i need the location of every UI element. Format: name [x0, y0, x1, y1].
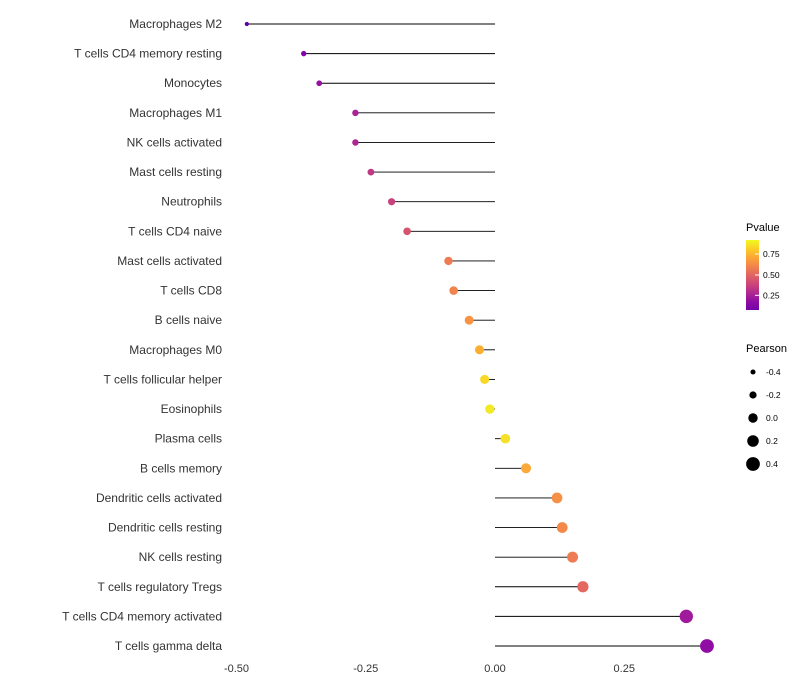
category-label: T cells CD4 memory activated — [62, 609, 222, 623]
pearson-size-label: 0.4 — [766, 459, 778, 469]
category-label: Macrophages M0 — [129, 343, 222, 357]
lollipop-dot — [403, 227, 411, 236]
lollipop-dot — [444, 256, 453, 266]
lollipop-dot — [521, 463, 532, 474]
pearson-size-dot — [750, 369, 756, 375]
category-label: T cells gamma delta — [115, 639, 222, 653]
lollipop-dot — [556, 522, 568, 533]
pvalue-tick-label: 0.75 — [763, 249, 780, 259]
category-label: Macrophages M2 — [129, 17, 222, 31]
x-tick-label: 0.25 — [614, 663, 635, 675]
category-label: T cells CD4 memory resting — [74, 47, 222, 61]
category-label: T cells CD8 — [160, 284, 222, 298]
lollipop-dot — [480, 374, 490, 385]
lollipop-dot — [500, 433, 511, 444]
pearson-size-label: 0.2 — [766, 436, 778, 446]
category-label: Macrophages M1 — [129, 106, 222, 120]
pvalue-legend-title: Pvalue — [746, 222, 780, 234]
pearson-size-label: -0.4 — [766, 367, 781, 377]
lollipop-dot — [464, 315, 474, 325]
lollipop-dot — [577, 581, 589, 593]
lollipop-dot — [316, 80, 323, 87]
category-label: B cells naive — [155, 313, 223, 327]
pearson-size-dot — [747, 435, 759, 447]
pearson-legend-title: Pearson — [746, 343, 787, 355]
lollipop-dot — [244, 21, 249, 27]
x-tick-label: -0.25 — [353, 663, 378, 675]
pvalue-tick-label: 0.50 — [763, 270, 780, 280]
lollipop-dot — [449, 286, 458, 295]
lollipop-dot — [551, 492, 563, 504]
lollipop-dot — [700, 639, 714, 653]
category-label: T cells regulatory Tregs — [98, 580, 223, 594]
category-label: NK cells activated — [127, 135, 222, 149]
category-label: NK cells resting — [139, 550, 222, 564]
pearson-size-dot — [746, 457, 760, 471]
x-tick-label: 0.00 — [484, 663, 505, 675]
pearson-size-label: -0.2 — [766, 390, 781, 400]
category-label: Mast cells resting — [129, 165, 222, 179]
category-label: Neutrophils — [161, 195, 222, 209]
pvalue-colorbar — [746, 240, 759, 310]
category-label: Mast cells activated — [117, 254, 222, 268]
category-label: Dendritic cells resting — [108, 521, 222, 535]
pearson-size-dot — [749, 391, 757, 399]
category-label: B cells memory — [140, 461, 222, 475]
lollipop-dot — [567, 551, 579, 563]
lollipop-dot — [485, 404, 495, 414]
category-label: Eosinophils — [161, 402, 222, 416]
category-label: Dendritic cells activated — [96, 491, 222, 505]
lollipop-dot — [367, 168, 375, 176]
x-tick-label: -0.50 — [224, 663, 249, 675]
category-label: Monocytes — [164, 76, 222, 90]
pearson-size-dot — [748, 413, 758, 423]
category-label: T cells CD4 naive — [128, 224, 222, 238]
lollipop-dot — [474, 345, 485, 355]
category-label: T cells follicular helper — [104, 372, 223, 386]
lollipop-dot — [301, 50, 307, 57]
lollipop-dot — [352, 109, 359, 117]
pvalue-tick-label: 0.25 — [763, 290, 780, 300]
lollipop-dot — [679, 609, 693, 624]
lollipop-dot — [352, 139, 359, 146]
pearson-size-label: 0.0 — [766, 413, 778, 423]
category-label: Plasma cells — [155, 432, 222, 446]
lollipop-dot — [387, 198, 396, 206]
